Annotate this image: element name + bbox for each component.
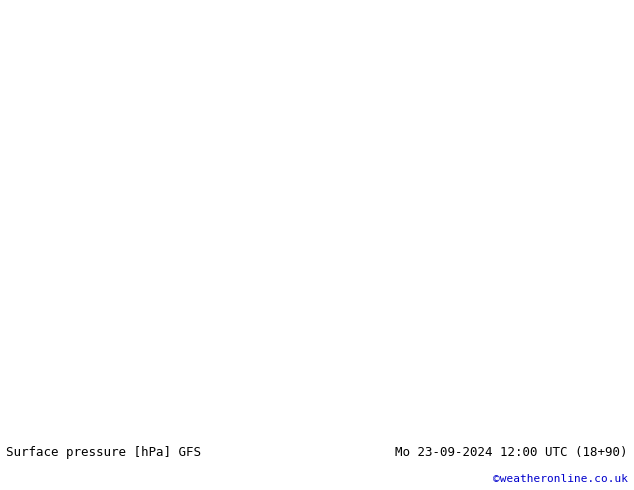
Text: Mo 23-09-2024 12:00 UTC (18+90): Mo 23-09-2024 12:00 UTC (18+90) [395, 446, 628, 459]
Text: ©weatheronline.co.uk: ©weatheronline.co.uk [493, 474, 628, 484]
Text: Surface pressure [hPa] GFS: Surface pressure [hPa] GFS [6, 446, 202, 459]
